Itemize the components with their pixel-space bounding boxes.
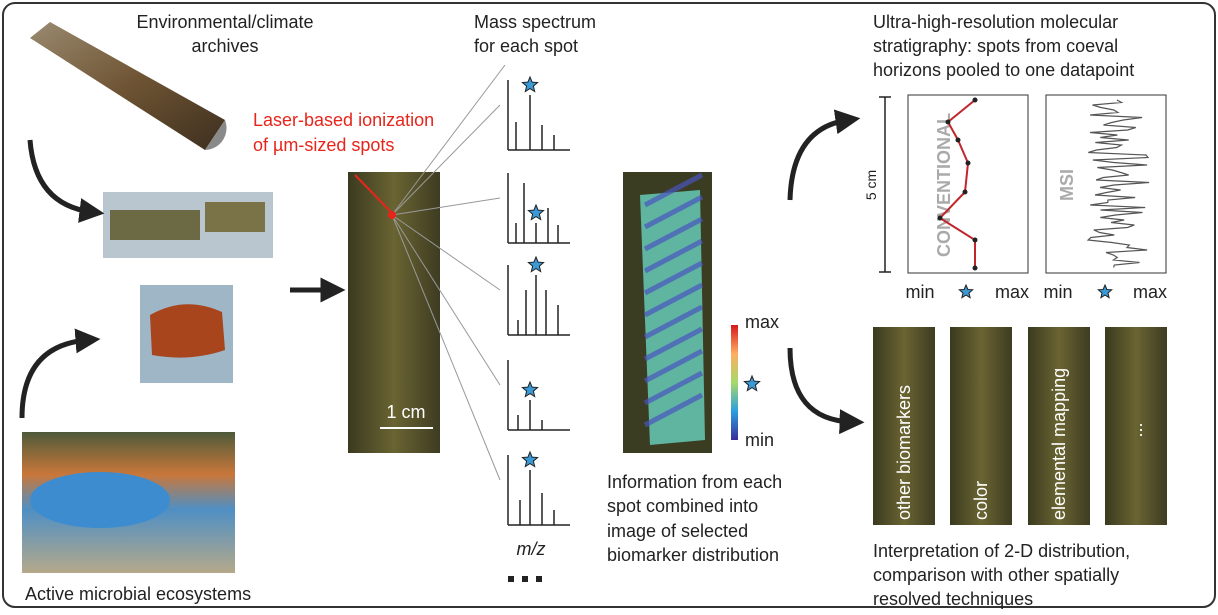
panel-label: elemental mapping [1049, 368, 1069, 520]
combined-caption: image of selected [607, 521, 748, 541]
distribution-map [640, 190, 705, 445]
ecosystems-label: Active microbial ecosystems [25, 584, 251, 604]
axis-max: max [995, 282, 1029, 302]
plot-label: CONVENTIONAL [934, 113, 954, 257]
conv-point [973, 238, 978, 243]
spot [388, 211, 396, 219]
colorbar-min: min [745, 430, 774, 450]
conv-point [973, 266, 978, 271]
star [528, 205, 543, 220]
combined-caption: Information from each [607, 472, 782, 492]
star [1098, 285, 1111, 298]
stratigraphy-title: Ultra-high-resolution molecular [873, 12, 1118, 32]
star [528, 257, 543, 272]
panel-label: other biomarkers [894, 385, 914, 520]
spectra [508, 77, 570, 525]
combined-caption: spot combined into [607, 496, 758, 516]
pool [30, 472, 170, 528]
panel-label: ... [1126, 422, 1146, 437]
mz-label: m/z [517, 539, 546, 559]
techniques-caption: Interpretation of 2-D distribution, [873, 541, 1130, 561]
arrow [30, 140, 92, 212]
colorbar [731, 325, 738, 440]
vertical-scale [879, 97, 891, 272]
arrow [790, 348, 852, 422]
panel-label: color [971, 481, 991, 520]
technique-panels: other biomarkers color elemental mapping..… [873, 327, 1167, 525]
star [522, 452, 537, 467]
spectra-title: for each spot [474, 36, 578, 56]
stratigraphy-title: horizons pooled to one datapoint [873, 60, 1134, 80]
ionization-label: of µm-sized spots [253, 135, 394, 155]
techniques-caption: comparison with other spatially [873, 565, 1119, 585]
arrow [790, 120, 848, 200]
axis-min: min [1043, 282, 1072, 302]
conv-point [963, 190, 968, 195]
more-dots [508, 576, 542, 582]
msi-line [1088, 100, 1149, 268]
scale-bar-label: 1 cm [386, 402, 425, 422]
mat [150, 304, 225, 357]
ionization-label: Laser-based ionization [253, 110, 434, 130]
plot-label: MSI [1057, 169, 1077, 201]
conv-point [966, 161, 971, 166]
conv-point [956, 138, 961, 143]
spectra-title: Mass spectrum [474, 12, 596, 32]
scale-label: 5 cm [863, 170, 879, 200]
archives-label: archives [191, 36, 258, 56]
techniques-caption: resolved techniques [873, 589, 1033, 609]
conv-point [973, 98, 978, 103]
colorbar-max: max [745, 312, 779, 332]
star [744, 376, 759, 391]
axis-min: min [905, 282, 934, 302]
star [522, 382, 537, 397]
ray [392, 65, 505, 215]
stratigraphy-title: stratigraphy: spots from coeval [873, 36, 1118, 56]
star [522, 77, 537, 92]
axis-max: max [1133, 282, 1167, 302]
core-piece [205, 202, 265, 232]
conv-point [946, 120, 951, 125]
conventional-plot [908, 95, 1028, 273]
arrow [22, 340, 88, 418]
combined-caption: biomarker distribution [607, 545, 779, 565]
star [959, 285, 972, 298]
core-piece [110, 210, 200, 240]
conv-point [938, 216, 943, 221]
archives-label: Environmental/climate [136, 12, 313, 32]
diagram: Environmental/climate archives Active mi… [0, 0, 1218, 610]
